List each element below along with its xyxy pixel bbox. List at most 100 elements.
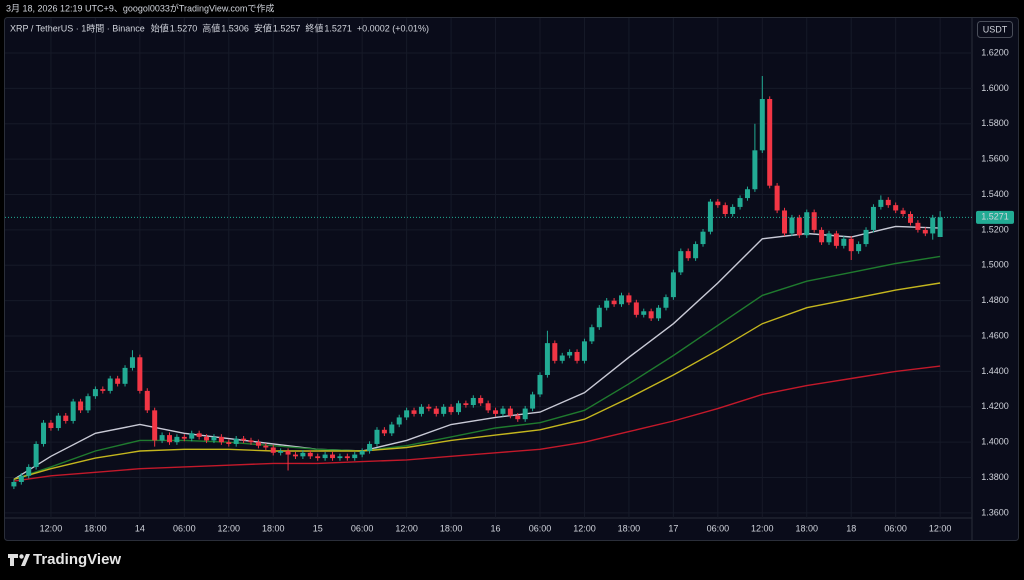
x-tick-label: 17 — [668, 523, 678, 533]
candle-body — [255, 442, 261, 446]
logo-icon — [21, 554, 30, 566]
candle-body — [307, 452, 313, 457]
candle-body — [863, 229, 869, 245]
candle-body — [167, 435, 173, 443]
caption: 3月 18, 2026 12:19 UTC+9、googol0033がTradi… — [6, 2, 274, 13]
candle-body — [611, 300, 617, 305]
candle-body — [515, 415, 521, 420]
currency-label[interactable]: USDT — [983, 24, 1008, 34]
currency-button[interactable] — [977, 21, 1013, 38]
candle-body — [470, 397, 476, 406]
x-tick-label: 18:00 — [84, 523, 107, 533]
candle-body — [315, 456, 321, 459]
moving-average — [13, 225, 941, 480]
candle-body — [322, 454, 328, 459]
candle-body — [937, 217, 943, 237]
candle-body — [233, 438, 239, 444]
x-tick-label: 12:00 — [751, 523, 774, 533]
candle-body — [811, 212, 817, 230]
candle-body — [522, 408, 528, 420]
candle-body — [833, 233, 839, 246]
ohlc-label: 安値 — [254, 22, 272, 33]
candle-body — [707, 201, 713, 232]
candle-body — [796, 217, 802, 236]
candle-body — [478, 397, 484, 404]
x-tick-label: 12:00 — [395, 523, 418, 533]
candle-body — [722, 205, 728, 214]
candle-body — [915, 222, 921, 230]
candle-body — [552, 343, 558, 361]
candle-body — [581, 341, 587, 361]
candle-body — [848, 238, 854, 252]
candle-body — [48, 422, 54, 429]
candle-body — [70, 401, 76, 421]
candle-body — [589, 327, 595, 342]
x-tick-label: 18:00 — [618, 523, 641, 533]
ohlc-legend: 始値 1.5270 高値 1.5306 安値 1.5257 終値 1.5271 +0.0002 … — [151, 22, 429, 33]
candle-body — [189, 433, 195, 439]
candle-body — [559, 355, 565, 361]
x-tick-label: 12:00 — [218, 523, 241, 533]
symbol: XRP / TetherUS · 1時間 · Binance — [10, 23, 145, 33]
candle-body — [404, 410, 410, 418]
ohlc-value: 1.5271 — [324, 23, 352, 33]
candle-body — [152, 410, 158, 441]
candle-body — [693, 244, 699, 259]
ohlc-value: 1.5270 — [170, 23, 198, 33]
y-tick-label: 1.5400 — [981, 189, 1009, 199]
candle-body — [685, 251, 691, 259]
y-tick-label: 1.6200 — [981, 47, 1009, 57]
candle-body — [907, 213, 913, 223]
candle-body — [374, 429, 380, 444]
candle-body — [381, 429, 387, 434]
ohlc-label: 終値 — [305, 22, 323, 33]
y-tick-label: 1.4000 — [981, 437, 1009, 447]
candle-body — [396, 417, 402, 425]
x-tick-label: 12:00 — [573, 523, 596, 533]
candle-body — [411, 410, 417, 414]
x-tick-label: 16 — [491, 523, 501, 533]
candle-body — [107, 378, 113, 391]
candle-body — [878, 199, 884, 207]
candle-body — [730, 206, 736, 214]
candle-body — [78, 401, 84, 411]
candle-body — [737, 198, 743, 207]
x-tick-label: 18:00 — [262, 523, 285, 533]
candle-body — [211, 436, 217, 441]
candle-body — [700, 231, 706, 245]
candle-body — [856, 244, 862, 252]
plot — [5, 76, 972, 490]
ohlc-value: 1.5257 — [273, 23, 301, 33]
candle-body — [485, 403, 491, 411]
candle-body — [715, 201, 721, 206]
candle-body — [181, 436, 187, 439]
candle-body — [174, 436, 180, 443]
candle-body — [33, 443, 39, 467]
x-tick-label: 18 — [846, 523, 856, 533]
candle-body — [426, 406, 432, 409]
y-tick-label: 1.5200 — [981, 224, 1009, 234]
x-tick-label: 06:00 — [884, 523, 907, 533]
candle-body — [922, 229, 928, 234]
logo-text: TradingView — [33, 551, 121, 568]
candle-body — [885, 199, 891, 206]
y-tick-label: 1.6000 — [981, 83, 1009, 93]
candle-body — [633, 302, 639, 315]
y-tick-label: 1.4800 — [981, 295, 1009, 305]
candle-body — [567, 351, 573, 356]
candle-body — [678, 251, 684, 273]
candle-body — [241, 438, 247, 441]
candle-body — [263, 445, 269, 448]
candle-body — [759, 99, 765, 151]
candle-body — [804, 212, 810, 236]
candle-body — [789, 217, 795, 234]
candle-body — [137, 357, 143, 391]
candle-body — [278, 451, 284, 453]
candle-body — [767, 99, 773, 186]
candle-body — [619, 295, 625, 305]
candle-body — [604, 300, 610, 308]
candle-body — [455, 403, 461, 413]
moving-average — [13, 282, 941, 480]
candle-body — [367, 443, 373, 452]
candle-body — [300, 452, 306, 457]
